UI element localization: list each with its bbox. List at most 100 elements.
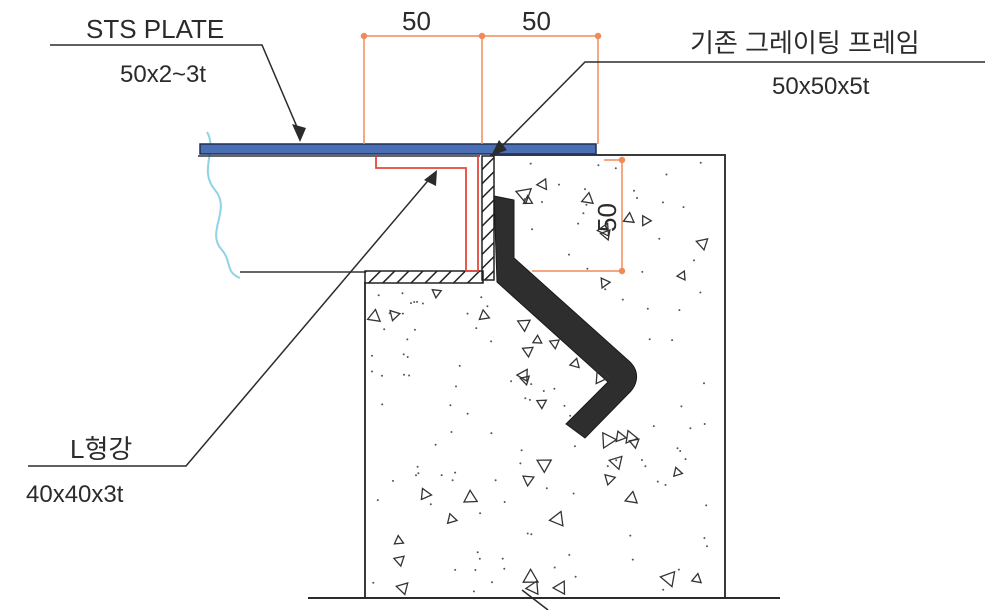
aggregate-triangle: [672, 466, 684, 478]
sts-plate-spec: 50x2~3t: [120, 61, 206, 88]
aggregate-dot: [699, 291, 702, 294]
frame-title: 기존 그레이팅 프레임: [690, 28, 920, 58]
aggregate-dot: [604, 288, 607, 291]
aggregate-dot: [429, 503, 432, 506]
aggregate-triangle: [446, 512, 459, 525]
aggregate-triangle: [524, 579, 539, 596]
aggregate-dot: [519, 462, 522, 465]
aggregate-dot: [699, 161, 702, 164]
leader-arrowheads: [292, 124, 507, 186]
aggregate-dot: [606, 465, 609, 468]
aggregate-dot: [466, 312, 469, 315]
break-line: [206, 131, 241, 279]
angle-title: L형강: [70, 434, 132, 464]
aggregate-triangle: [548, 510, 564, 527]
aggregate-triangle: [478, 308, 491, 321]
aggregate-triangle: [568, 357, 581, 369]
aggregate-dot: [553, 566, 556, 569]
aggregate-dot: [449, 404, 452, 407]
aggregate-dot: [503, 501, 506, 503]
sts-plate-title: STS PLATE: [86, 14, 224, 44]
aggregate-dot: [466, 412, 469, 415]
aggregate-dot: [392, 479, 394, 482]
sts-plate: [199, 143, 597, 155]
aggregate-dot: [371, 370, 373, 373]
dim-top-left: 50: [402, 6, 431, 36]
aggregate-dot: [524, 397, 527, 400]
aggregate-dot: [486, 305, 489, 308]
aggregate-dot: [582, 212, 585, 215]
aggregate-triangle: [389, 309, 402, 322]
aggregate-triangle: [599, 228, 611, 242]
aggregate-dot: [542, 390, 545, 392]
aggregate-dot: [684, 458, 687, 461]
aggregate-dot: [541, 201, 543, 203]
aggregate-triangle: [522, 567, 540, 583]
aggregate-dot: [451, 479, 454, 482]
aggregate-dot: [665, 173, 668, 176]
aggregate-dot: [656, 480, 659, 483]
aggregate-dot: [530, 383, 533, 386]
aggregate-triangle: [642, 214, 653, 227]
aggregate-dot: [455, 385, 457, 388]
aggregate-dot: [662, 588, 665, 591]
aggregate-dot: [491, 581, 493, 584]
aggregate-triangle: [535, 177, 548, 191]
aggregate-triangle: [690, 572, 703, 584]
aggregate-dot: [388, 312, 391, 315]
aggregate-triangle: [519, 375, 531, 387]
aggregate-triangle: [623, 490, 639, 504]
aggregate-triangle: [622, 211, 636, 224]
aggregate-dot: [501, 557, 504, 560]
aggregate-dot: [526, 532, 529, 535]
aggregate-triangle: [431, 288, 443, 300]
aggregate-dot: [490, 340, 493, 343]
aggregate-dot: [381, 374, 383, 377]
aggregate-dot: [523, 198, 526, 201]
aggregate-dot: [558, 183, 560, 186]
aggregate-triangle: [392, 555, 405, 568]
aggregate-dot: [641, 270, 644, 273]
aggregate-dot: [478, 557, 481, 560]
aggregate-triangle: [531, 334, 543, 344]
aggregate-dot: [531, 228, 534, 231]
aggregate-triangle: [595, 367, 611, 385]
aggregate-triangle: [535, 399, 548, 410]
aggregate-dot: [528, 398, 531, 401]
aggregate-dot: [406, 338, 409, 341]
aggregate-dot: [454, 568, 457, 571]
aggregate-triangle: [516, 319, 532, 333]
aggregate-triangle: [515, 368, 528, 383]
aggregate-dot: [383, 328, 386, 331]
aggregate-triangle: [462, 488, 479, 503]
aggregate-dot: [640, 459, 643, 461]
aggregate-dot: [648, 338, 651, 341]
aggregate-dot: [490, 432, 493, 435]
aggregate-dot: [636, 197, 638, 199]
aggregate-dot: [652, 425, 655, 428]
aggregate-dot: [510, 380, 513, 383]
aggregate-triangle: [695, 238, 709, 252]
aggregate-dot: [479, 512, 482, 515]
aggregate-dot: [520, 449, 523, 452]
aggregate-triangle: [551, 579, 566, 596]
aggregate-dot: [417, 472, 420, 475]
aggregate-triangle: [607, 455, 623, 471]
aggregate-dot: [658, 237, 661, 240]
aggregate-dot: [615, 459, 618, 462]
aggregate-dot: [472, 590, 475, 593]
concrete-aggregate: [366, 161, 709, 596]
aggregate-dot: [376, 499, 379, 502]
aggregate-dot: [458, 364, 461, 367]
aggregate-dot: [703, 537, 706, 539]
aggregate-triangle: [514, 187, 533, 205]
aggregate-dot: [450, 431, 453, 433]
aggregate-dot: [377, 294, 380, 297]
aggregate-triangle: [604, 473, 617, 487]
aggregate-dot: [401, 292, 404, 295]
aggregate-dot: [586, 267, 589, 270]
aggregate-dot: [494, 479, 497, 482]
aggregate-dot: [573, 445, 576, 448]
aggregate-triangle: [395, 582, 409, 596]
leader-lines: [28, 44, 985, 610]
